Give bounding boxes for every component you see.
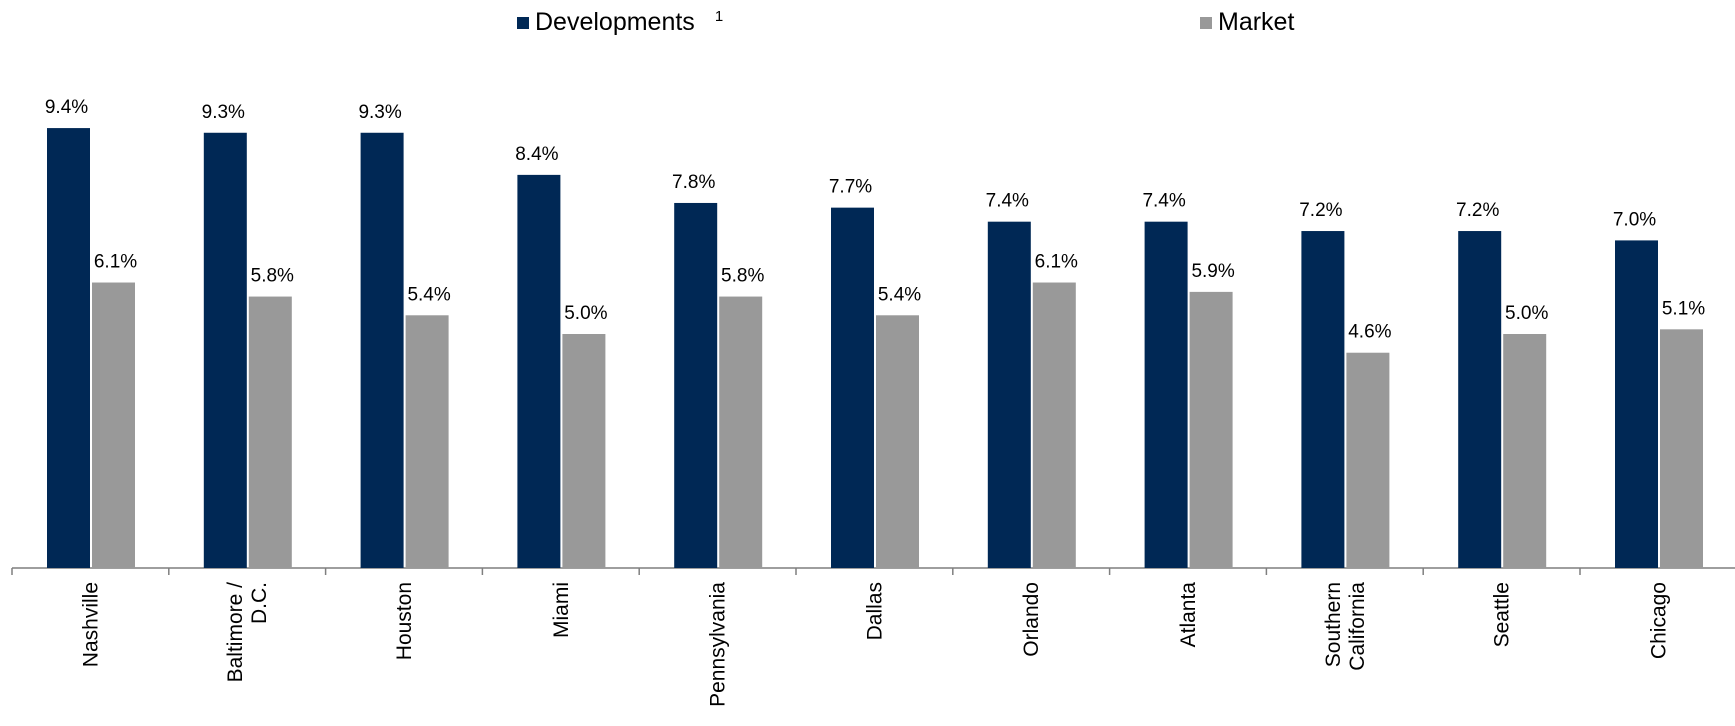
category-label-line: Miami — [550, 582, 573, 638]
market-bar — [1346, 352, 1390, 568]
legend-item-developments: Developments 1 — [517, 8, 723, 37]
developments-value-label: 7.7% — [829, 177, 872, 198]
market-value-label: 6.1% — [94, 252, 137, 273]
developments-value-label: 7.4% — [986, 191, 1029, 212]
category-label-line: Houston — [393, 582, 416, 660]
market-bar — [562, 334, 606, 568]
category-label-line: D.C. — [248, 582, 271, 624]
market-value-label: 4.6% — [1348, 322, 1391, 343]
category-label-line: Chicago — [1647, 582, 1670, 659]
developments-bar — [360, 132, 404, 568]
developments-value-label: 7.2% — [1456, 200, 1499, 221]
category-label-line: Atlanta — [1177, 582, 1200, 648]
market-bar — [719, 296, 763, 568]
developments-bar — [831, 207, 874, 568]
category-label-line: Southern — [1322, 582, 1345, 667]
category-label-line: Orlando — [1020, 582, 1043, 657]
market-bar — [248, 296, 292, 568]
developments-bar — [1458, 231, 1502, 569]
category-label-line: California — [1346, 582, 1369, 671]
developments-bar — [987, 221, 1031, 568]
developments-value-label: 8.4% — [515, 144, 558, 165]
legend-label-developments: Developments — [535, 8, 695, 36]
category-label: Orlando — [1020, 582, 1043, 657]
market-value-label: 5.4% — [878, 284, 921, 305]
category-label: SouthernCalifornia — [1322, 582, 1369, 671]
category-label-line: Seattle — [1491, 582, 1514, 647]
market-value-label: 5.9% — [1191, 261, 1234, 282]
market-value-label: 5.0% — [1505, 303, 1548, 324]
developments-bar — [517, 174, 561, 568]
category-label: Nashville — [79, 582, 102, 667]
category-label-line: Nashville — [79, 582, 102, 667]
category-label: Houston — [393, 582, 416, 660]
legend-footnote-marker: 1 — [714, 8, 724, 25]
market-value-label: 6.1% — [1035, 252, 1078, 273]
market-value-label: 5.8% — [251, 266, 294, 287]
market-value-label: 5.4% — [407, 284, 450, 305]
category-label: Seattle — [1491, 582, 1514, 647]
category-label-line: Baltimore / — [224, 582, 247, 683]
developments-bar — [1144, 221, 1188, 568]
developments-bar — [1615, 240, 1658, 568]
legend-label-market: Market — [1218, 8, 1295, 36]
developments-value-label: 9.3% — [358, 102, 401, 123]
developments-swatch — [517, 16, 529, 29]
market-bar — [1189, 291, 1233, 568]
developments-bar — [674, 202, 718, 568]
developments-value-label: 7.8% — [672, 172, 715, 193]
category-label: Dallas — [863, 582, 886, 640]
market-bar — [405, 315, 449, 568]
developments-bar — [47, 128, 90, 568]
market-bar — [1503, 334, 1547, 568]
market-value-label: 5.8% — [721, 266, 764, 287]
developments-bar — [203, 132, 247, 568]
market-value-label: 5.1% — [1662, 298, 1705, 319]
developments-value-label: 7.0% — [1613, 209, 1656, 230]
market-value-label: 5.0% — [564, 303, 607, 324]
market-bar — [876, 315, 919, 568]
market-bar — [92, 282, 135, 568]
developments-bar — [1301, 231, 1345, 569]
category-label: Chicago — [1647, 582, 1670, 659]
market-swatch — [1200, 16, 1212, 29]
developments-value-label: 7.4% — [1142, 191, 1185, 212]
market-bar — [1032, 282, 1076, 568]
developments-value-label: 7.2% — [1299, 200, 1342, 221]
category-label: Atlanta — [1177, 582, 1200, 648]
category-label-line: Dallas — [863, 582, 886, 640]
developments-value-label: 9.4% — [45, 97, 88, 118]
category-label: Pennsylvania — [707, 582, 730, 707]
developments-value-label: 9.3% — [202, 102, 245, 123]
category-label-line: Pennsylvania — [707, 582, 730, 707]
category-label: Baltimore /D.C. — [224, 582, 271, 683]
category-label: Miami — [550, 582, 573, 638]
market-bar — [1660, 329, 1703, 568]
legend-item-market: Market — [1200, 8, 1294, 37]
